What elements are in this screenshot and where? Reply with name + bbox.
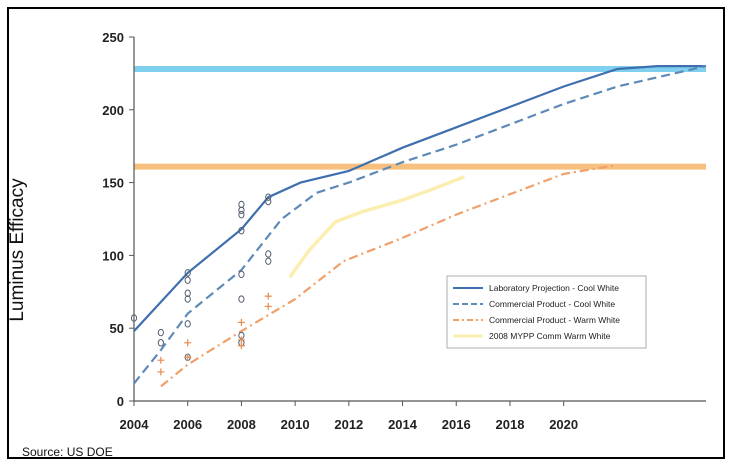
series-lines bbox=[133, 65, 707, 388]
x-tick-label: 2014 bbox=[388, 417, 418, 432]
circle-marker bbox=[184, 289, 191, 297]
x-tick-label: 2020 bbox=[549, 417, 578, 432]
circle-marker bbox=[265, 197, 272, 206]
scatter-markers bbox=[130, 193, 272, 376]
circle-marker bbox=[238, 210, 245, 219]
circle-marker bbox=[238, 200, 245, 209]
circle-marker bbox=[265, 193, 272, 201]
x-tick-label: 2010 bbox=[281, 417, 310, 432]
circle-marker bbox=[238, 206, 245, 214]
chart-frame bbox=[7, 7, 725, 459]
plus-marker bbox=[184, 339, 192, 347]
series-line-4 bbox=[288, 175, 465, 279]
y-tick-label: 100 bbox=[102, 248, 124, 263]
y-tick-label: 0 bbox=[117, 394, 124, 409]
legend: Laboratory Projection - Cool White Commer… bbox=[446, 275, 647, 349]
plus-marker bbox=[264, 302, 272, 310]
series-line-2 bbox=[133, 65, 707, 385]
legend-label-2: Commercial Product - Cool White bbox=[489, 299, 615, 309]
x-tick-label: 2006 bbox=[173, 417, 202, 432]
x-tick-label: 2016 bbox=[442, 417, 471, 432]
plus-marker bbox=[264, 292, 272, 300]
circle-marker bbox=[184, 320, 191, 328]
source-note: Source: US DOE bbox=[22, 445, 113, 459]
circle-marker bbox=[184, 269, 191, 277]
circle-marker bbox=[265, 250, 272, 258]
reference-lines bbox=[134, 66, 706, 170]
y-tick-label: 250 bbox=[102, 30, 124, 45]
legend-label-3: Commercial Product - Warm White bbox=[489, 315, 620, 325]
circle-marker bbox=[157, 339, 164, 347]
circle-marker bbox=[238, 270, 245, 279]
legend-label-4: 2008 MYPP Comm Warm White bbox=[489, 331, 611, 341]
plus-marker bbox=[157, 356, 165, 364]
circle-marker bbox=[238, 295, 245, 303]
series-line-1 bbox=[133, 65, 706, 332]
x-tick-label: 2004 bbox=[120, 417, 150, 432]
y-axis-label: Luminus Efficacy bbox=[7, 178, 28, 322]
circle-marker bbox=[184, 295, 191, 303]
y-tick-label: 50 bbox=[110, 321, 124, 336]
x-tick-label: 2018 bbox=[496, 417, 525, 432]
y-tick-label: 200 bbox=[102, 103, 124, 118]
circle-marker bbox=[130, 314, 138, 322]
circle-marker bbox=[265, 257, 272, 265]
legend-label-1: Laboratory Projection - Cool White bbox=[489, 283, 619, 293]
x-tick-label: 2008 bbox=[227, 417, 256, 432]
plus-marker bbox=[237, 318, 245, 326]
x-tick-label: 2012 bbox=[334, 417, 363, 432]
axes: 0 50 100 150 200 250 2004 2006 2008 2010 2012 2014 2… bbox=[102, 30, 706, 432]
series-line-3 bbox=[160, 164, 618, 388]
circle-marker bbox=[238, 226, 245, 235]
plus-marker bbox=[184, 353, 192, 361]
circle-marker bbox=[157, 328, 164, 337]
y-tick-label: 150 bbox=[102, 176, 124, 191]
plus-marker bbox=[157, 368, 165, 376]
plus-marker bbox=[237, 342, 245, 350]
circle-marker bbox=[184, 276, 191, 284]
